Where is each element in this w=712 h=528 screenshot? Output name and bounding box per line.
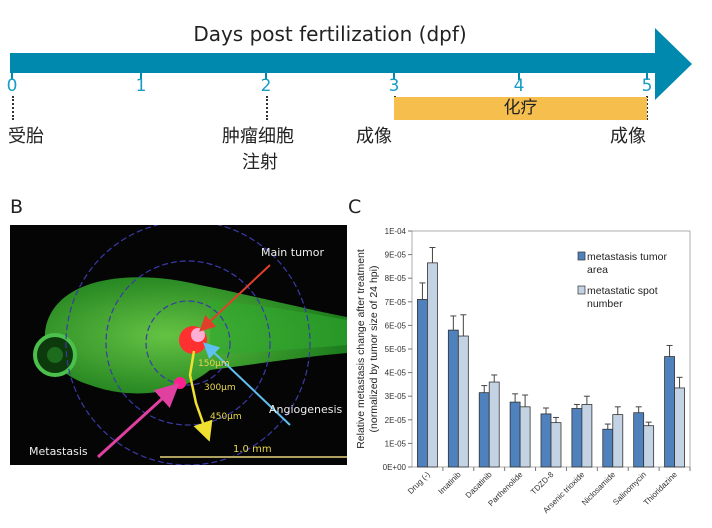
bar-spot-number: [674, 387, 685, 468]
dotted-line: [646, 96, 648, 120]
bar-spot-number: [581, 404, 593, 468]
bar-tumor-area: [417, 299, 428, 468]
x-tick-label: Thioridazine: [642, 470, 680, 508]
y-tick-label: 9E-05: [385, 251, 407, 260]
bar-spot-number: [550, 422, 562, 468]
label-150um: 150µm: [198, 359, 230, 369]
label-300um: 300µm: [204, 383, 236, 393]
bar-spot-number: [457, 335, 469, 468]
x-tick-label: Imatinib: [437, 470, 464, 497]
bar-tumor-area: [509, 401, 521, 468]
y-tick-label: 7E-05: [385, 298, 407, 307]
y-axis-title-line1: Relative metastasis change after treatme…: [355, 249, 367, 449]
y-tick-label: 4E-05: [385, 369, 407, 378]
x-tick-label: Drug (-): [406, 470, 432, 496]
bar-tumor-area: [571, 408, 583, 468]
tick-label-1: 1: [135, 76, 147, 96]
event-injection-line1: 肿瘤细胞: [222, 126, 294, 147]
y-tick-label: 2E-05: [385, 416, 407, 425]
zebrafish-image: [10, 225, 347, 465]
bar-spot-number: [519, 406, 531, 468]
bar-spot-number: [643, 425, 655, 468]
bar-tumor-area: [478, 392, 490, 468]
event-imaging-start: 成像: [356, 126, 392, 147]
legend-label: area: [587, 264, 608, 276]
timeline-arrow: [10, 28, 692, 100]
tick-label-2: 2: [260, 76, 272, 96]
tick-label-5: 5: [641, 76, 653, 96]
y-tick-label: 0E+00: [383, 463, 407, 472]
chemotherapy-bar: 化疗: [394, 97, 647, 120]
label-450um: 450µm: [210, 412, 242, 422]
legend-swatch: [577, 251, 586, 261]
panel-b-letter: B: [10, 196, 24, 218]
tick-label-0: 0: [6, 76, 18, 96]
y-tick-label: 5E-05: [385, 345, 407, 354]
bar-spot-number: [488, 381, 500, 468]
tick-label-3: 3: [388, 76, 400, 96]
tick-label-4: 4: [513, 76, 525, 96]
x-tick-label: Dasatinib: [464, 470, 494, 500]
bar-tumor-area: [447, 329, 459, 468]
x-tick-label: TDZD-8: [529, 470, 556, 497]
bar-tumor-area: [633, 412, 645, 468]
y-tick-label: 8E-05: [385, 274, 407, 283]
y-tick-label: 6E-05: [385, 321, 407, 330]
legend-label: number: [587, 298, 623, 310]
timeline-title: Days post fertilization (dpf): [193, 22, 467, 46]
timeline-bar: [10, 53, 660, 73]
event-injection-line2: 注射: [242, 152, 278, 173]
bar-spot-number: [612, 414, 624, 468]
bar-tumor-area: [664, 356, 675, 468]
label-metastasis: Metastasis: [29, 445, 88, 458]
bar-spot-number: [427, 262, 438, 468]
label-scale-bar: 1.0 mm: [233, 444, 272, 455]
dotted-line: [266, 96, 268, 120]
dotted-line: [12, 96, 14, 120]
label-main-tumor: Main tumor: [261, 246, 325, 259]
y-axis-title-line2: (normalized by tumor size of 24 hpi): [368, 266, 380, 433]
event-fertilization: 受胎: [8, 126, 44, 147]
panel-c-letter: C: [348, 196, 362, 218]
event-imaging-end: 成像: [610, 126, 646, 147]
y-tick-label: 3E-05: [385, 392, 407, 401]
bar-tumor-area: [602, 428, 614, 468]
y-tick-label: 1E-04: [385, 227, 407, 236]
legend-swatch: [577, 285, 586, 295]
label-angiogenesis: Angiogenesis: [269, 403, 343, 416]
legend-label: metastatic spot: [587, 285, 658, 297]
legend-label: metastasis tumor: [587, 251, 667, 263]
y-tick-label: 1E-05: [385, 439, 407, 448]
timeline-arrowhead: [655, 28, 692, 100]
bar-tumor-area: [540, 413, 552, 468]
